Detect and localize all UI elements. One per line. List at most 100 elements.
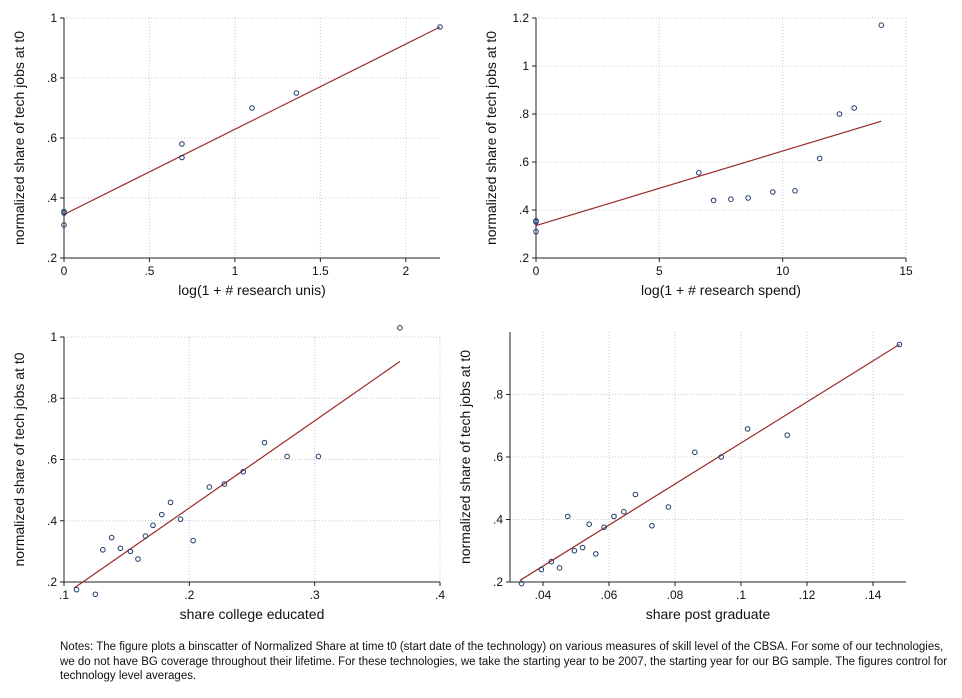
y-tick-label: .2: [493, 575, 503, 589]
data-point: [649, 522, 655, 529]
data-point: [728, 196, 734, 202]
data-point: [564, 513, 571, 520]
data-point: [538, 566, 545, 573]
data-point: [177, 516, 184, 523]
data-point: [611, 513, 617, 520]
fit-line: [535, 120, 882, 227]
x-tick-label: 1: [232, 264, 239, 278]
data-point: [261, 439, 268, 446]
y-axis-label: normalized share of tech jobs at t0: [457, 350, 473, 564]
y-tick-label: .8: [47, 71, 57, 85]
y-tick-label: .8: [519, 107, 529, 121]
y-tick-label: .6: [519, 155, 529, 169]
data-point: [240, 468, 247, 475]
data-point: [836, 111, 843, 117]
data-point: [100, 547, 106, 553]
y-axis-label: normalized share of tech jobs at t0: [483, 31, 499, 245]
y-tick-label: .6: [493, 450, 503, 464]
x-tick-label: .3: [310, 588, 320, 602]
x-tick-label: .1: [59, 588, 69, 602]
y-tick-label: .2: [47, 251, 57, 265]
fit-line: [73, 361, 401, 589]
data-point: [579, 544, 586, 551]
data-point: [117, 545, 124, 552]
x-axis-label: share college educated: [180, 606, 325, 622]
data-point: [710, 197, 717, 204]
y-tick-label: .2: [519, 251, 529, 265]
x-tick-label: 10: [776, 264, 790, 278]
y-tick-label: .6: [47, 131, 57, 145]
data-point: [665, 504, 672, 510]
x-tick-label: .2: [184, 588, 194, 602]
x-tick-label: 5: [656, 264, 663, 278]
data-point: [718, 454, 725, 460]
x-axis-label: log(1 + # research spend): [641, 282, 801, 298]
x-axis-label: log(1 + # research unis): [178, 282, 325, 298]
data-point: [167, 499, 174, 506]
fit-line: [63, 26, 441, 216]
y-axis-label: normalized share of tech jobs at t0: [11, 352, 27, 566]
y-tick-label: .8: [47, 391, 57, 405]
data-point: [150, 522, 156, 529]
x-tick-label: .12: [799, 588, 816, 602]
data-point: [556, 565, 563, 571]
data-point: [249, 105, 255, 111]
data-point: [632, 491, 639, 498]
data-point: [179, 141, 185, 147]
data-point: [142, 533, 149, 539]
data-point: [792, 188, 798, 194]
data-point: [692, 449, 698, 456]
data-point: [135, 556, 141, 562]
y-tick-label: 1.2: [512, 11, 529, 25]
data-point: [190, 537, 196, 544]
data-point: [896, 341, 903, 348]
data-point: [745, 195, 751, 201]
chart-panel-2: 0 5 10 15 .2 .4 .6 .8 1 1.2 log(1 + # research spe…: [483, 11, 913, 298]
y-tick-label: .4: [493, 513, 503, 527]
x-tick-label: 15: [899, 264, 913, 278]
data-point: [158, 511, 165, 518]
data-point: [108, 534, 115, 541]
data-point: [593, 551, 599, 557]
data-point: [533, 228, 539, 235]
data-point: [293, 90, 300, 96]
y-tick-label: .2: [47, 575, 57, 589]
data-point: [221, 481, 228, 487]
chart-panel-4: .04 .06 .08 .1 .12 .14 .2 .4 .6 .8 share post grad…: [457, 332, 906, 622]
y-axis-label: normalized share of tech jobs at t0: [11, 31, 27, 245]
data-point: [533, 218, 539, 224]
x-tick-label: 1.5: [312, 264, 329, 278]
figure: 0 .5 1 1.5 2 .2 .4 .6 .8 1 log(1 + # research unis…: [11, 11, 913, 622]
y-tick-label: .4: [47, 191, 57, 205]
fit-line: [519, 343, 900, 581]
x-tick-label: .4: [435, 588, 445, 602]
y-tick-label: .6: [47, 453, 57, 467]
figure-notes: Notes: The figure plots a binscatter of …: [60, 641, 948, 682]
x-tick-label: 2: [402, 264, 409, 278]
data-point: [284, 453, 290, 460]
data-point: [571, 547, 578, 554]
data-point: [601, 524, 607, 531]
data-point: [61, 208, 67, 215]
x-axis-label: share post graduate: [646, 606, 771, 622]
data-point: [744, 426, 751, 432]
x-tick-label: .06: [601, 588, 618, 602]
data-point: [784, 432, 791, 438]
y-tick-label: .8: [493, 388, 503, 402]
data-point: [878, 22, 885, 29]
x-tick-label: .5: [144, 264, 154, 278]
data-point: [73, 586, 80, 593]
x-tick-label: 0: [533, 264, 540, 278]
data-point: [548, 558, 555, 565]
data-point: [696, 170, 702, 176]
data-point: [206, 484, 213, 490]
data-point: [179, 154, 185, 161]
data-point: [621, 508, 627, 515]
data-point: [851, 105, 858, 111]
data-point: [586, 521, 593, 527]
y-tick-label: .4: [519, 203, 529, 217]
y-tick-label: .4: [47, 514, 57, 528]
data-point: [437, 24, 443, 30]
x-tick-label: .08: [667, 588, 684, 602]
